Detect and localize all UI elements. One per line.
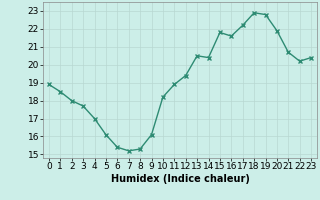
X-axis label: Humidex (Indice chaleur): Humidex (Indice chaleur) — [111, 174, 249, 184]
